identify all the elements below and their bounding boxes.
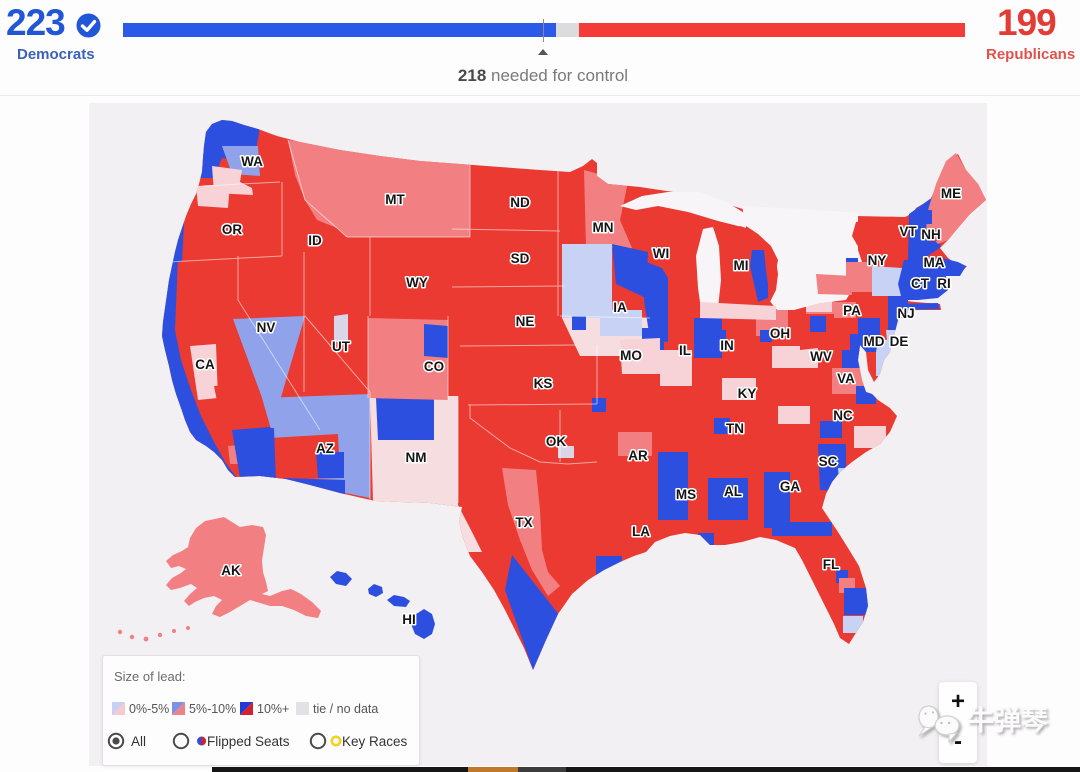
svg-text:CA: CA (195, 357, 215, 372)
svg-text:OK: OK (546, 434, 567, 449)
svg-text:MS: MS (676, 487, 696, 502)
svg-text:NV: NV (257, 320, 276, 335)
svg-text:UT: UT (332, 339, 351, 354)
svg-text:KY: KY (738, 386, 757, 401)
svg-text:OH: OH (770, 326, 790, 341)
svg-text:牛弹琴: 牛弹琴 (967, 706, 1048, 736)
svg-text:OR: OR (222, 222, 243, 237)
svg-text:CO: CO (424, 359, 444, 374)
svg-text:IA: IA (613, 300, 627, 315)
svg-text:WY: WY (406, 275, 428, 290)
svg-text:WV: WV (810, 349, 832, 364)
svg-text:CT: CT (911, 276, 930, 291)
svg-text:TN: TN (726, 421, 744, 436)
svg-text:MD: MD (864, 334, 885, 349)
svg-text:NY: NY (868, 253, 887, 268)
svg-text:PA: PA (843, 303, 861, 318)
svg-text:MO: MO (620, 348, 642, 363)
svg-text:AL: AL (724, 484, 742, 499)
svg-text:VT: VT (899, 224, 917, 239)
svg-text:MT: MT (385, 192, 405, 207)
svg-text:AZ: AZ (316, 441, 334, 456)
svg-text:MI: MI (734, 258, 749, 273)
svg-text:WI: WI (653, 246, 670, 261)
svg-text:SD: SD (511, 251, 530, 266)
svg-text:SC: SC (819, 454, 838, 469)
svg-text:AR: AR (628, 448, 648, 463)
svg-text:RI: RI (937, 276, 951, 291)
svg-text:WA: WA (241, 154, 263, 169)
svg-text:MN: MN (593, 220, 614, 235)
svg-text:NC: NC (833, 408, 853, 423)
svg-text:IL: IL (679, 343, 691, 358)
svg-text:NM: NM (406, 450, 427, 465)
svg-text:IN: IN (720, 338, 734, 353)
svg-text:ID: ID (308, 233, 322, 248)
svg-text:DE: DE (890, 334, 909, 349)
svg-text:NH: NH (921, 227, 941, 242)
svg-text:LA: LA (632, 524, 650, 539)
svg-text:AK: AK (221, 563, 241, 578)
svg-text:ME: ME (941, 186, 961, 201)
svg-text:HI: HI (402, 612, 416, 627)
svg-text:KS: KS (534, 376, 553, 391)
svg-text:ND: ND (510, 195, 530, 210)
svg-text:NJ: NJ (897, 306, 914, 321)
svg-text:FL: FL (823, 557, 840, 572)
svg-text:GA: GA (780, 479, 801, 494)
svg-text:TX: TX (515, 515, 532, 530)
svg-text:MA: MA (924, 255, 945, 270)
svg-text:VA: VA (837, 371, 855, 386)
svg-text:NE: NE (516, 314, 535, 329)
